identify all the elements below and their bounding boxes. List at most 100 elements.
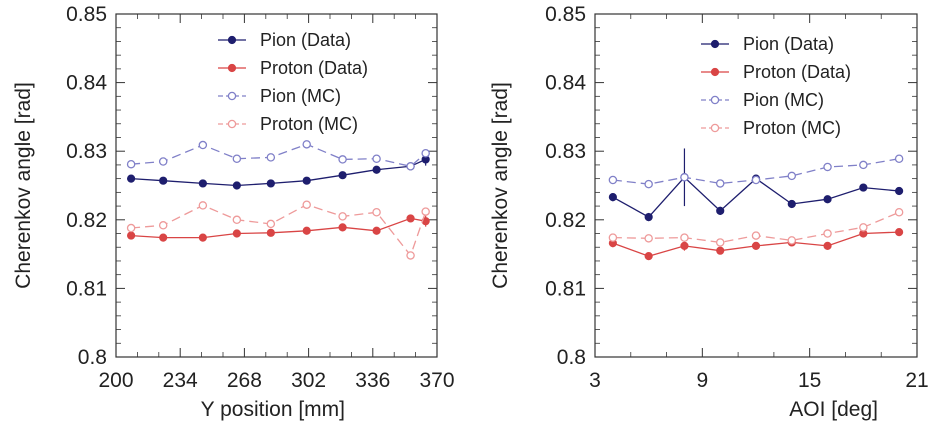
x-tick-label: 234 xyxy=(163,369,198,392)
x-tick-label: 9 xyxy=(696,369,708,392)
y-tick-label: 0.84 xyxy=(66,72,107,95)
legend-label: Pion (Data) xyxy=(260,30,351,50)
data-point xyxy=(644,179,653,189)
legend-marker xyxy=(710,67,720,77)
data-point xyxy=(232,154,242,163)
data-point xyxy=(680,173,689,182)
data-point xyxy=(372,208,381,217)
data-point xyxy=(751,175,761,185)
data-point xyxy=(338,171,347,180)
legend-label: Pion (MC) xyxy=(260,86,341,106)
data-point xyxy=(644,234,653,243)
y-tick-label: 0.83 xyxy=(66,140,107,163)
data-point xyxy=(644,252,653,261)
series-line xyxy=(131,203,427,257)
data-point xyxy=(823,162,832,172)
x-tick-label: 200 xyxy=(98,369,133,392)
left-chart-panel: 0.8 0.81 0.82 0.83 0.84 0.85 200 234 268 302 336 37… xyxy=(12,3,455,421)
y-tick-label: 0.83 xyxy=(545,140,586,163)
data-point xyxy=(232,215,242,225)
legend-marker xyxy=(710,39,720,49)
data-point xyxy=(158,157,168,166)
data-point xyxy=(680,241,689,250)
data-point xyxy=(198,233,207,242)
x-tick-label: 15 xyxy=(798,369,821,392)
y-tick-label: 0.8 xyxy=(78,346,107,369)
x-axis-title: AOI [deg] xyxy=(789,398,878,421)
y-axis-title: Cherenkov angle [rad] xyxy=(12,82,35,289)
data-point xyxy=(421,149,430,158)
legend-label: Pion (MC) xyxy=(743,90,824,110)
y-tick-label: 0.84 xyxy=(545,72,586,95)
data-point xyxy=(823,229,832,238)
x-tick-label: 3 xyxy=(589,369,601,392)
y-axis-title: Cherenkov angle [rad] xyxy=(489,82,512,289)
data-point xyxy=(127,174,136,183)
data-point xyxy=(823,241,832,250)
data-point xyxy=(751,231,761,240)
data-point xyxy=(608,175,618,185)
data-point xyxy=(895,186,904,196)
legend-marker xyxy=(227,35,237,45)
data-point xyxy=(787,199,796,209)
legend-label: Proton (Data) xyxy=(260,58,368,78)
data-point xyxy=(198,179,207,188)
data-point xyxy=(266,219,276,229)
x-axis-title: Y position [mm] xyxy=(201,398,345,421)
data-point xyxy=(421,207,430,216)
y-tick-label: 0.82 xyxy=(66,209,107,232)
data-point xyxy=(266,153,276,162)
series-line xyxy=(131,217,426,239)
plot-frame xyxy=(594,13,918,358)
data-point xyxy=(372,226,381,235)
y-tick-label: 0.85 xyxy=(66,3,107,26)
data-point xyxy=(406,214,415,223)
data-point xyxy=(126,223,136,233)
x-tick-label: 370 xyxy=(419,369,454,392)
y-tick-label: 0.81 xyxy=(66,277,107,300)
data-point xyxy=(787,236,797,245)
data-point xyxy=(302,176,311,185)
data-point xyxy=(894,208,904,217)
x-tick-label: 336 xyxy=(355,369,390,392)
legend-label: Proton (Data) xyxy=(743,62,851,82)
data-point xyxy=(198,140,208,150)
data-point xyxy=(266,228,275,237)
data-point xyxy=(372,165,381,174)
y-tick-label: 0.85 xyxy=(545,3,586,26)
data-point xyxy=(715,179,725,188)
data-point xyxy=(644,212,653,222)
legend-label: Pion (Data) xyxy=(743,34,834,54)
data-point xyxy=(338,223,347,232)
right-chart-panel: 0.8 0.81 0.82 0.83 0.84 0.85 3 9 15 21 AOI [deg] Ch… xyxy=(489,3,929,421)
data-point xyxy=(266,179,275,188)
data-point xyxy=(608,193,617,202)
data-point xyxy=(372,154,381,163)
legend-label: Proton (MC) xyxy=(743,118,841,138)
data-point xyxy=(127,231,136,240)
y-tick-label: 0.81 xyxy=(545,277,586,300)
data-point xyxy=(406,162,415,171)
data-point xyxy=(715,238,725,247)
data-point xyxy=(338,155,347,164)
data-point xyxy=(787,171,797,181)
data-point xyxy=(302,226,311,235)
series-line xyxy=(131,143,427,168)
legend-marker xyxy=(227,119,237,129)
data-point xyxy=(126,159,136,169)
legend-marker xyxy=(710,123,720,133)
x-tick-label: 268 xyxy=(227,369,262,392)
data-point xyxy=(859,223,868,232)
data-point xyxy=(859,183,868,192)
data-point xyxy=(232,229,241,238)
legend-label: Proton (MC) xyxy=(260,114,358,134)
series-line xyxy=(131,158,426,187)
x-tick-label: 302 xyxy=(291,369,326,392)
legend-marker xyxy=(227,63,237,73)
plot-frame xyxy=(115,13,438,358)
legend-marker xyxy=(710,95,720,105)
legend-marker xyxy=(227,91,237,101)
data-point xyxy=(823,195,832,204)
data-point xyxy=(751,241,761,250)
